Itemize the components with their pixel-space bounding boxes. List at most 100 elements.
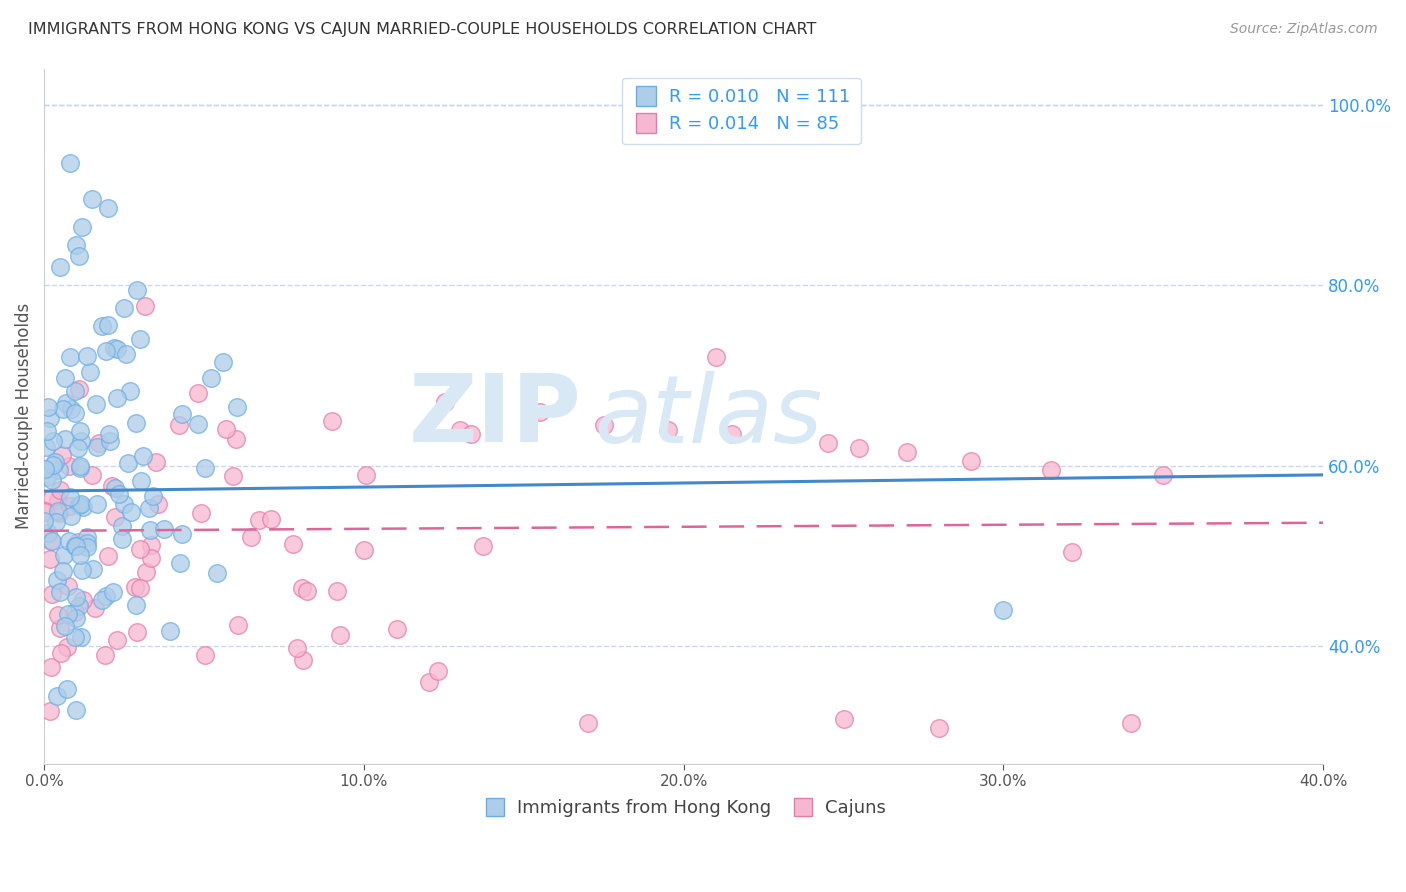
Point: [1060, 545, 1083, 559]
Point: [205, 566, 228, 580]
Point: [418, 674, 440, 689]
Point: [69, 548, 91, 562]
Point: [124, 580, 146, 594]
Point: [80, 468, 103, 483]
Point: [329, 628, 352, 642]
Point: [49, 646, 72, 660]
Point: [84, 397, 107, 411]
Point: [34, 504, 56, 518]
Point: [55, 396, 77, 410]
Point: [103, 342, 125, 356]
Point: [34, 462, 56, 476]
Point: [172, 527, 194, 541]
Point: [41, 473, 63, 487]
Text: Source: ZipAtlas.com: Source: ZipAtlas.com: [1230, 22, 1378, 37]
Point: [39, 533, 62, 548]
Point: [51, 448, 73, 462]
Point: [127, 625, 149, 640]
Point: [38, 552, 60, 566]
Point: [37, 470, 59, 484]
Point: [53, 371, 76, 385]
Point: [52, 564, 75, 578]
Point: [70, 497, 93, 511]
Point: [34, 440, 56, 454]
Point: [139, 538, 162, 552]
Point: [72, 500, 94, 514]
Point: [125, 416, 148, 430]
Point: [76, 530, 98, 544]
Point: [129, 333, 152, 347]
Point: [87, 436, 110, 450]
Point: [79, 365, 101, 379]
Point: [142, 489, 165, 503]
Point: [108, 487, 131, 501]
Point: [76, 349, 98, 363]
Point: [426, 665, 449, 679]
Point: [105, 392, 128, 406]
Point: [37, 400, 59, 414]
Point: [576, 716, 599, 731]
Point: [960, 454, 983, 468]
Point: [132, 449, 155, 463]
Point: [240, 530, 263, 544]
Point: [215, 422, 238, 436]
Point: [1121, 716, 1143, 731]
Point: [159, 624, 181, 639]
Point: [128, 581, 150, 595]
Point: [135, 566, 157, 580]
Point: [225, 432, 247, 446]
Point: [291, 653, 314, 667]
Point: [105, 632, 128, 647]
Point: [98, 434, 121, 448]
Point: [260, 512, 283, 526]
Point: [194, 461, 217, 475]
Point: [112, 497, 135, 511]
Point: [58, 579, 80, 593]
Point: [56, 640, 79, 654]
Point: [97, 202, 120, 216]
Point: [111, 532, 134, 546]
Point: [97, 426, 120, 441]
Point: [169, 417, 191, 432]
Point: [449, 423, 471, 437]
Point: [55, 682, 77, 697]
Point: [117, 456, 139, 470]
Point: [59, 500, 82, 514]
Point: [1152, 467, 1174, 482]
Point: [65, 237, 87, 252]
Point: [321, 414, 343, 428]
Point: [993, 603, 1015, 617]
Point: [129, 474, 152, 488]
Point: [53, 432, 76, 446]
Point: [187, 417, 209, 431]
Point: [58, 533, 80, 548]
Point: [67, 535, 90, 549]
Point: [354, 468, 377, 483]
Point: [105, 342, 128, 356]
Y-axis label: Married-couple Households: Married-couple Households: [15, 303, 32, 529]
Point: [67, 599, 90, 613]
Point: [529, 404, 551, 418]
Point: [104, 510, 127, 524]
Point: [39, 660, 62, 674]
Point: [120, 505, 142, 519]
Point: [39, 704, 62, 718]
Point: [34, 505, 56, 519]
Point: [41, 491, 63, 505]
Point: [65, 611, 87, 625]
Point: [153, 522, 176, 536]
Point: [222, 469, 245, 483]
Point: [111, 519, 134, 533]
Point: [63, 539, 86, 553]
Point: [67, 442, 90, 456]
Point: [53, 619, 76, 633]
Point: [52, 548, 75, 562]
Point: [84, 601, 107, 615]
Point: [76, 541, 98, 555]
Point: [139, 550, 162, 565]
Point: [46, 492, 69, 507]
Point: [169, 557, 191, 571]
Point: [832, 712, 855, 726]
Point: [70, 630, 93, 644]
Point: [69, 249, 91, 263]
